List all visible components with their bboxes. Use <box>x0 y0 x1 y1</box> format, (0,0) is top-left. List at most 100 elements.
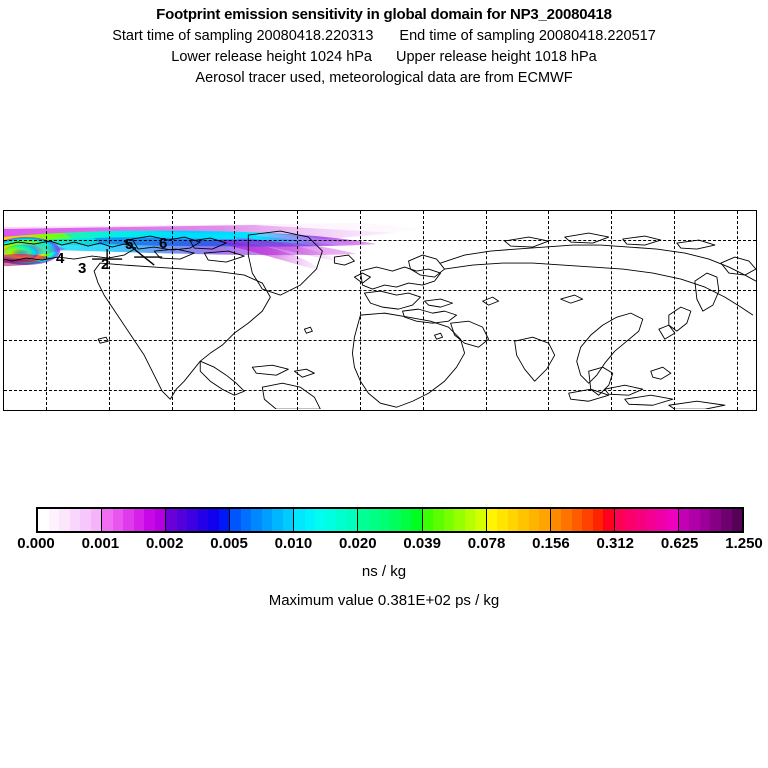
release-marker-5: 5 <box>125 236 134 253</box>
colorbar-step <box>272 509 283 531</box>
colorbar-tick-label: 0.156 <box>532 535 570 552</box>
header: Footprint emission sensitivity in global… <box>0 0 768 86</box>
colorbar[interactable] <box>36 507 744 533</box>
colorbar-segment <box>614 509 679 531</box>
colorbar-step <box>454 509 465 531</box>
colorbar-step <box>282 509 294 531</box>
colorbar-step <box>731 509 743 531</box>
colorbar-step <box>251 509 262 531</box>
colorbar-segment <box>678 509 743 531</box>
colorbar-step <box>710 509 721 531</box>
lower-release-height-label: Lower release height 1024 hPa <box>171 49 372 65</box>
maximum-value-label: Maximum value 0.381E+02 ps / kg <box>268 592 500 609</box>
colorbar-segment <box>38 509 103 531</box>
colorbar-tick-labels: 0.000 0.001 0.002 0.005 0.010 0.020 0.039 0.078… <box>0 535 768 555</box>
colorbar-tick-label: 0.020 <box>339 535 377 552</box>
colorbar-step <box>433 509 444 531</box>
colorbar-tick-label: 0.005 <box>210 535 248 552</box>
colorbar-step <box>304 509 316 531</box>
colorbar-step <box>390 509 401 531</box>
colorbar-step <box>550 509 562 531</box>
end-time-label: End time of sampling 20080418.220517 <box>399 28 656 44</box>
colorbar-step <box>464 509 476 531</box>
colorbar-step <box>48 509 60 531</box>
colorbar-step <box>144 509 155 531</box>
colorbar-step <box>678 509 690 531</box>
colorbar-tick-label: 1.250 <box>725 535 763 552</box>
colorbar-unit-label: ns / kg <box>361 563 407 580</box>
colorbar-segment <box>486 509 551 531</box>
colorbar-step <box>635 509 647 531</box>
colorbar-step <box>187 509 198 531</box>
colorbar-step <box>358 509 369 531</box>
colorbar-step <box>625 509 636 531</box>
colorbar-tick-label: 0.000 <box>17 535 55 552</box>
colorbar-tick-label: 0.002 <box>145 535 184 552</box>
coastline-layer <box>4 230 756 410</box>
colorbar-step <box>261 509 273 531</box>
colorbar-step <box>614 509 626 531</box>
colorbar-step <box>422 509 434 531</box>
colorbar-step <box>368 509 380 531</box>
upper-release-height-label: Upper release height 1018 hPa <box>396 49 597 65</box>
release-marker-2: 2 <box>101 256 110 273</box>
colorbar-step <box>112 509 124 531</box>
colorbar-step <box>123 509 134 531</box>
colorbar-tick-label: 0.312 <box>596 535 635 552</box>
colorbar-step <box>497 509 508 531</box>
colorbar-step <box>346 509 358 531</box>
tracer-label: Aerosol tracer used, meteorological data… <box>195 70 573 86</box>
colorbar-step <box>592 509 604 531</box>
release-height-row: Lower release height 1024 hPa Upper rele… <box>0 49 768 65</box>
colorbar-step <box>379 509 391 531</box>
colorbar-step <box>38 509 49 531</box>
colorbar-step <box>689 509 700 531</box>
page-title: Footprint emission sensitivity in global… <box>156 6 612 23</box>
colorbar-step <box>197 509 209 531</box>
colorbar-segment <box>102 509 167 531</box>
colorbar-step <box>699 509 711 531</box>
colorbar-step <box>528 509 540 531</box>
colorbar-step <box>656 509 668 531</box>
map-canvas: 4 5 6 2 3 <box>4 211 756 410</box>
colorbar-segment <box>294 509 359 531</box>
colorbar-tick-label: 0.039 <box>403 535 441 552</box>
colorbar-step <box>539 509 550 531</box>
colorbar-step <box>208 509 219 531</box>
colorbar-step <box>518 509 529 531</box>
colorbar-step <box>294 509 305 531</box>
colorbar-step <box>133 509 145 531</box>
colorbar-step <box>486 509 498 531</box>
sampling-time-row: Start time of sampling 20080418.220313 E… <box>0 28 768 44</box>
colorbar-step <box>400 509 412 531</box>
map-panel[interactable]: 4 5 6 2 3 <box>3 210 757 411</box>
tracer-info-row: Aerosol tracer used, meteorological data… <box>0 70 768 86</box>
colorbar-step <box>69 509 81 531</box>
colorbar-step <box>507 509 519 531</box>
colorbar-step <box>80 509 91 531</box>
colorbar-segment <box>230 509 295 531</box>
colorbar-segment <box>166 509 231 531</box>
colorbar-step <box>102 509 113 531</box>
colorbar-segment <box>358 509 423 531</box>
colorbar-step <box>176 509 188 531</box>
colorbar-step <box>411 509 422 531</box>
colorbar-step <box>571 509 583 531</box>
colorbar-step <box>721 509 732 531</box>
colorbar-step <box>90 509 102 531</box>
release-marker-3: 3 <box>78 260 87 277</box>
colorbar-step <box>443 509 455 531</box>
colorbar-step <box>475 509 486 531</box>
colorbar-step <box>603 509 614 531</box>
colorbar-step <box>561 509 572 531</box>
colorbar-step <box>315 509 326 531</box>
colorbar-step <box>582 509 593 531</box>
colorbar-step <box>166 509 177 531</box>
release-marker-4: 4 <box>56 250 65 267</box>
colorbar-tick-label: 0.078 <box>467 535 506 552</box>
colorbar-step <box>218 509 230 531</box>
colorbar-step <box>646 509 657 531</box>
colorbar-tick-label: 0.625 <box>660 535 699 552</box>
colorbar-segment <box>550 509 615 531</box>
colorbar-step <box>230 509 241 531</box>
